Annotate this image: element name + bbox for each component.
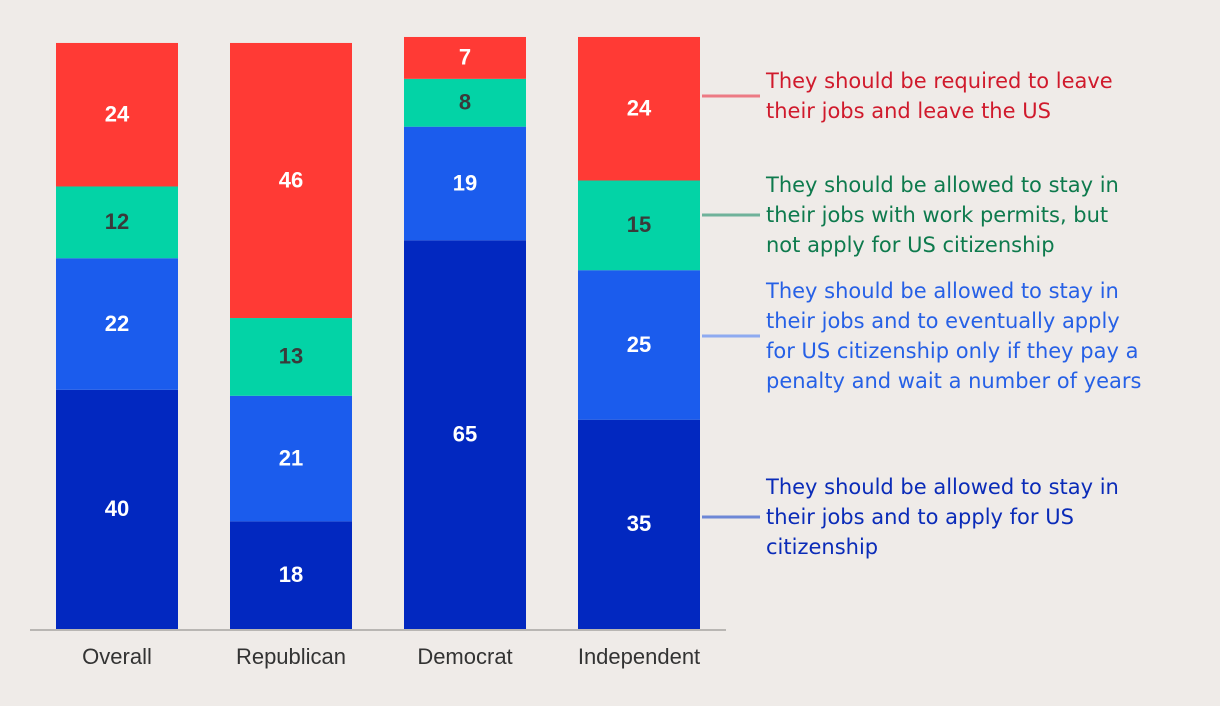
data-label-independent-series-2: 25 [627,332,651,357]
data-label-independent-series-3: 15 [627,212,651,237]
legend-text-series-4-line-2: their jobs and leave the US [766,99,1051,123]
bar-segment-independent-series-3 [578,180,700,271]
legend-item-series-2: They should be allowed to stay in their j… [702,279,1141,393]
legend-text-series-2-line-1: They should be allowed to stay in [765,279,1119,303]
data-label-overall-series-3: 12 [105,209,129,234]
category-label-overall: Overall [82,644,152,669]
data-label-republican-series-4: 46 [279,167,303,192]
bar-segment-overall-series-4 [56,42,178,187]
bar-segment-overall-series-2 [56,258,178,390]
data-label-democrat-series-1: 65 [453,421,477,446]
bar-segment-overall-series-3 [56,186,178,259]
legend-text-series-3-line-3: not apply for US citizenship [766,233,1055,257]
bar-segment-republican-series-4 [230,42,352,319]
bar-segment-democrat-series-1 [404,240,526,630]
legend-item-series-3: They should be allowed to stay in their j… [702,173,1119,257]
bars-layer: 40 22 12 24 18 21 13 46 65 19 8 7 35 25 15 24 [56,36,700,630]
bar-segment-independent-series-1 [578,419,700,629]
bar-segment-republican-series-2 [230,395,352,522]
bar-segment-republican-series-3 [230,318,352,396]
category-labels: Overall Republican Democrat Independent [82,644,700,669]
category-label-democrat: Democrat [417,644,512,669]
legend-text-series-2-line-4: penalty and wait a number of years [766,369,1141,393]
data-label-independent-series-1: 35 [627,511,651,536]
data-label-overall-series-4: 24 [105,102,130,127]
data-label-democrat-series-3: 8 [459,90,471,115]
legend-text-series-1-line-3: citizenship [766,535,878,559]
bar-segment-independent-series-4 [578,36,700,181]
data-label-republican-series-1: 18 [279,562,303,587]
data-label-overall-series-1: 40 [105,496,129,521]
data-label-republican-series-3: 13 [279,344,303,369]
bar-segment-democrat-series-4 [404,36,526,79]
bar-segment-democrat-series-3 [404,78,526,127]
bar-segment-republican-series-1 [230,521,352,629]
data-label-democrat-series-4: 7 [459,45,471,70]
category-label-independent: Independent [578,644,700,669]
legend-text-series-4-line-1: They should be required to leave [765,69,1113,93]
data-label-republican-series-2: 21 [279,445,303,470]
legend-item-series-1: They should be allowed to stay in their j… [702,475,1119,559]
bar-segment-overall-series-1 [56,389,178,629]
legend-text-series-1-line-2: their jobs and to apply for US [766,505,1074,529]
legend-text-series-2-line-3: for US citizenship only if they pay a [766,339,1138,363]
legend-text-series-3-line-2: their jobs with work permits, but [766,203,1108,227]
data-label-overall-series-2: 22 [105,311,129,336]
legend-text-series-1-line-1: They should be allowed to stay in [765,475,1119,499]
legend-text-series-2-line-2: their jobs and to eventually apply [766,309,1120,333]
bar-segment-independent-series-2 [578,270,700,420]
bar-segment-democrat-series-2 [404,126,526,241]
legend-item-series-4: They should be required to leave their jo… [702,69,1113,123]
data-label-independent-series-4: 24 [627,96,652,121]
data-label-democrat-series-2: 19 [453,170,477,195]
category-label-republican: Republican [236,644,346,669]
legend: They should be allowed to stay in their j… [702,69,1141,559]
legend-text-series-3-line-1: They should be allowed to stay in [765,173,1119,197]
